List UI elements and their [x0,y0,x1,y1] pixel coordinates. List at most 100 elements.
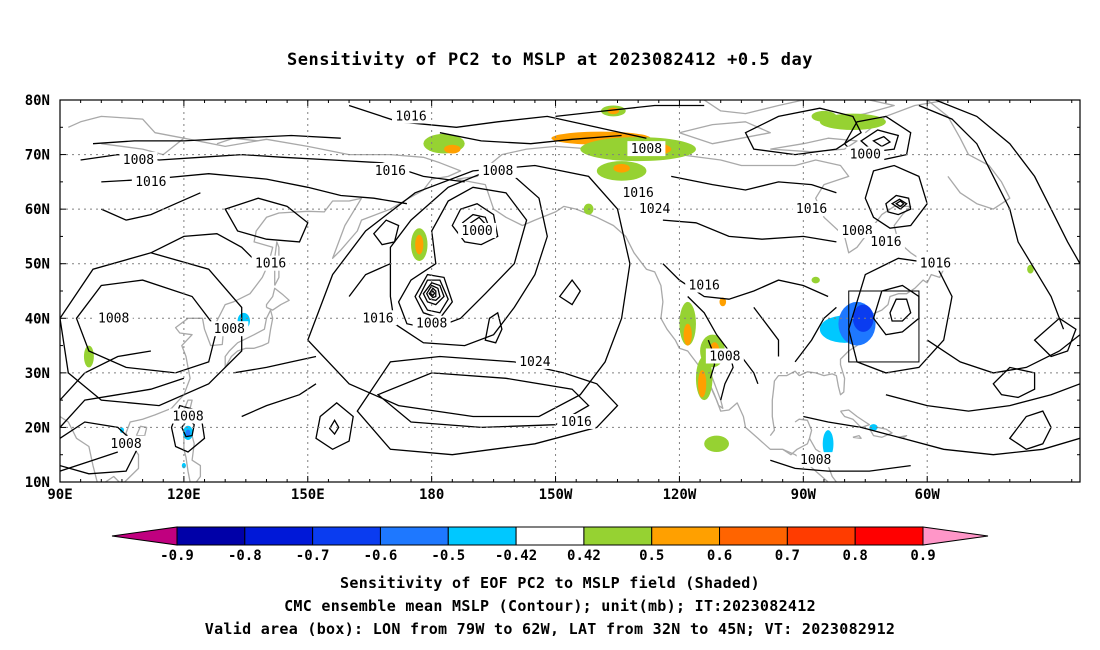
svg-text:1016: 1016 [870,235,901,250]
coastline [864,100,949,134]
svg-text:1008: 1008 [416,317,447,332]
contour-label: 1008 [478,162,517,179]
coastline [274,241,280,286]
colorbar-label: -0.9 [160,548,194,564]
colorbar-cell [379,526,449,546]
sensitivity-patch [852,304,874,332]
contour-line [92,134,341,145]
colorbar-cell [786,526,856,546]
contour-line [372,219,400,246]
svg-text:1008: 1008 [482,164,513,179]
sensitivity-patch [822,430,834,458]
contour-line [1008,410,1052,451]
colorbar-cell [244,526,314,546]
contour-line [662,263,829,300]
contour-line [328,419,340,436]
sensitivity-patch [869,424,878,431]
sensitivity-patch [683,323,692,346]
contour-label: 1016 [557,413,596,430]
contour-line [918,104,1065,330]
svg-text:1016: 1016 [920,257,951,272]
contour-label: 1016 [371,162,410,179]
contour-line [60,252,243,407]
contour-line [926,334,1080,374]
contour-line [894,200,905,208]
contour-line [60,451,119,472]
contour-line [428,287,437,299]
coastline [703,100,804,115]
lat-label: 10N [25,475,50,491]
lon-label: 120E [167,487,201,503]
caption-line-2: CMC ensemble mean MSLP (Contour); unit(m… [284,597,816,615]
contour-label: 1008 [210,321,249,337]
colorbar-label: 0.8 [843,548,868,564]
contour-line [75,279,218,374]
contour-label: 1016 [685,277,724,294]
contour-line [389,173,548,347]
svg-text:1008: 1008 [709,349,740,364]
coastline [926,100,1011,210]
contour-line [484,311,503,344]
caption-line-1: Sensitivity of EOF PC2 to MSLP field (Sh… [340,574,760,592]
contour-label: 1000 [846,146,885,163]
contour-line [889,298,912,322]
colorbar-label: 0.9 [910,548,935,564]
colorbar-label: -0.7 [296,548,330,564]
sensitivity-patch [811,276,820,284]
coastline [839,409,871,429]
contour-line [794,306,837,363]
contour-label: 1016 [131,173,170,190]
colorbar-cell [719,526,788,546]
contour-label: 1016 [866,233,905,250]
lon-label: 150E [291,487,325,503]
coastline [135,425,148,437]
svg-text:1008: 1008 [123,153,154,168]
contour-line [315,402,354,451]
colorbar-label: 0.6 [707,548,732,564]
colorbar: -0.9 -0.8 -0.7 -0.6 -0.5 -0.42 0.42 0.5 0.6 0.7 0.… [111,526,989,564]
lat-label: 50N [25,257,50,273]
sensitivity-patch [181,462,186,469]
valid-area-box [848,290,920,363]
contour-line [662,219,837,243]
contour-label: 1008 [169,408,208,425]
contour-line [558,279,582,306]
svg-text:1016: 1016 [796,202,827,217]
contour-line [885,383,1080,412]
contour-line [429,289,436,297]
coastline [224,309,274,368]
lon-label: 120W [663,487,697,503]
contour-label: 1016 [358,310,397,326]
contour-line [425,284,441,301]
contour-label: 1008 [627,141,666,157]
colorbar-cell [515,526,585,546]
colorbar-cell [651,526,721,546]
lat-label: 20N [25,420,50,436]
sensitivity-patch [704,435,729,452]
colorbar-label: -0.5 [431,548,465,564]
contour-line [307,164,631,418]
svg-text:1016: 1016 [395,109,426,124]
contour-line [753,307,780,357]
contour-line [671,175,837,194]
svg-text:1016: 1016 [561,415,592,430]
sensitivity-patch [185,429,191,437]
sensitivity-patch [719,297,727,307]
contour-line [770,459,911,472]
contour-line [872,135,892,148]
plot-title: Sensitivity of PC2 to MSLP at 2023082412… [286,50,813,70]
coastline [456,145,945,436]
svg-text:1016: 1016 [375,164,406,179]
sensitivity-patch [1027,264,1034,274]
contour-line [170,404,206,453]
contour-label: 1016 [392,108,431,124]
mslp-contours [60,100,1080,475]
contour-line [224,197,309,243]
contour-line [233,355,317,374]
contour-label: 1008 [796,452,835,468]
svg-text:1008: 1008 [214,322,245,337]
colorbar-cell [176,526,246,546]
contour-label: 1008 [94,310,133,326]
